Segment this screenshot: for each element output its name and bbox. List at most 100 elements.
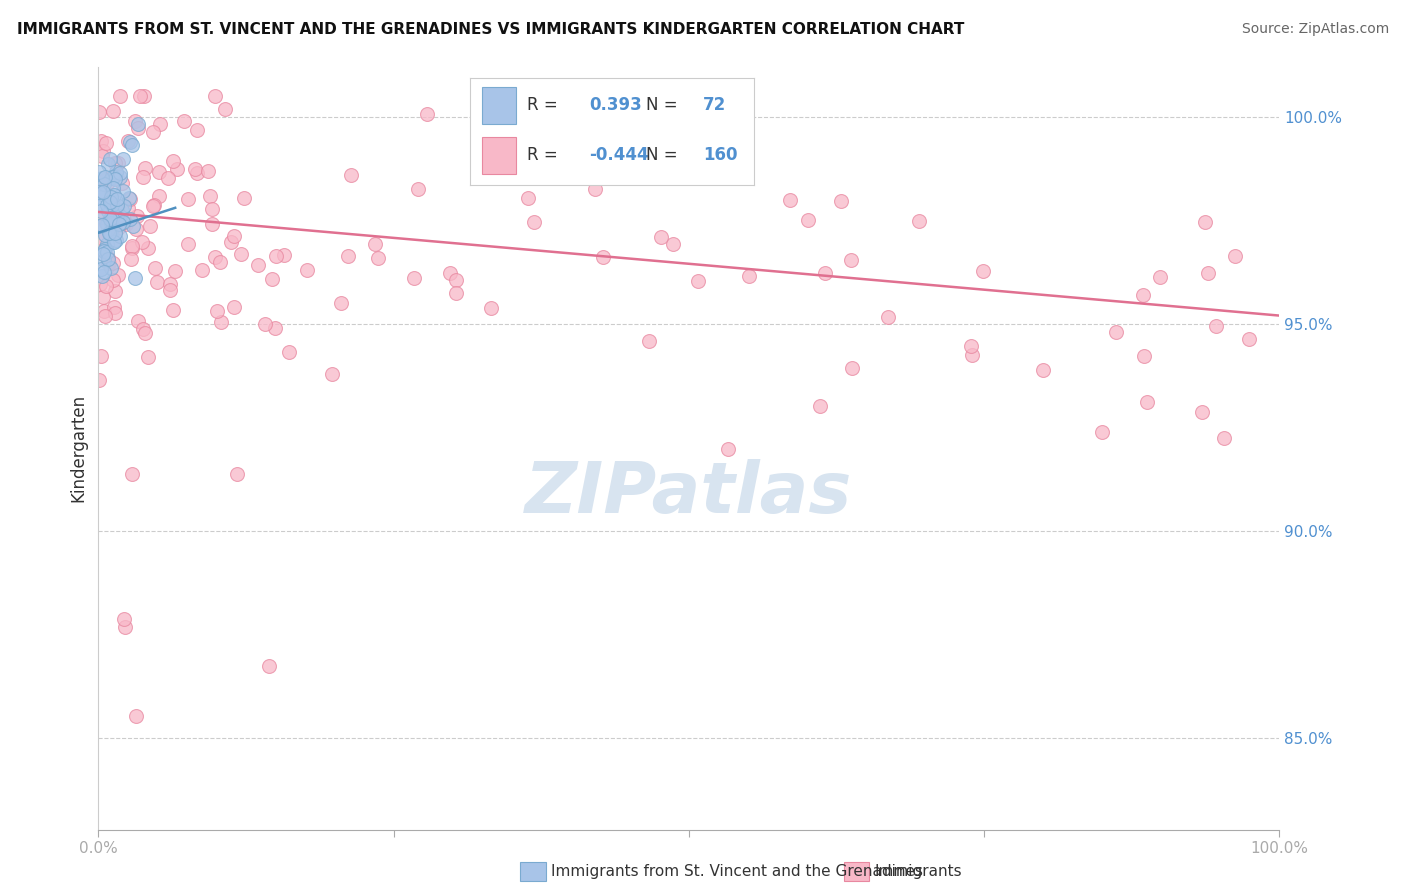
Point xyxy=(688,274,710,288)
Point xyxy=(257,659,280,673)
Point xyxy=(247,258,270,272)
Point xyxy=(132,322,155,336)
Point xyxy=(91,171,114,186)
Point xyxy=(104,172,127,186)
Point xyxy=(143,260,166,275)
Point xyxy=(100,261,122,276)
Point xyxy=(222,301,245,315)
Point xyxy=(121,467,143,481)
Point xyxy=(209,255,232,269)
Point xyxy=(100,193,122,207)
Point xyxy=(89,185,111,199)
Point xyxy=(157,170,180,185)
Point xyxy=(214,102,236,116)
Point xyxy=(100,216,122,230)
Point xyxy=(101,103,124,118)
Point xyxy=(1105,325,1128,339)
Point xyxy=(87,231,110,245)
Point xyxy=(118,136,141,150)
Point xyxy=(93,178,115,192)
Point xyxy=(98,226,121,240)
Point xyxy=(89,277,111,291)
Point xyxy=(107,211,129,226)
Point xyxy=(96,218,118,232)
Point xyxy=(118,191,141,205)
Point xyxy=(96,197,118,211)
Point xyxy=(90,349,112,363)
Point xyxy=(662,236,685,251)
Point xyxy=(117,201,139,215)
Point xyxy=(98,152,121,166)
Point xyxy=(112,152,135,166)
Point xyxy=(108,166,131,180)
Point xyxy=(173,114,195,128)
Point xyxy=(90,218,112,232)
Point xyxy=(148,189,170,203)
Point xyxy=(201,202,224,216)
Point xyxy=(107,156,129,170)
Point xyxy=(134,161,156,176)
Point xyxy=(104,305,127,319)
Point xyxy=(107,221,129,235)
Point xyxy=(96,244,118,259)
Point xyxy=(101,256,124,270)
Point xyxy=(263,321,285,335)
Point xyxy=(808,399,831,413)
Point xyxy=(120,192,142,206)
Point xyxy=(1091,425,1114,440)
Point xyxy=(162,154,184,169)
Point xyxy=(908,213,931,227)
Point xyxy=(1191,405,1213,419)
Point xyxy=(111,184,134,198)
Point xyxy=(105,198,128,212)
Point xyxy=(134,326,156,341)
Point xyxy=(638,334,661,349)
Point xyxy=(93,253,115,268)
Point xyxy=(93,242,115,256)
Point xyxy=(139,219,162,233)
Text: Immigrants: Immigrants xyxy=(875,864,962,879)
Point xyxy=(295,262,318,277)
Point xyxy=(186,166,208,180)
Point xyxy=(159,277,181,291)
Point xyxy=(91,247,114,261)
Point xyxy=(121,137,143,152)
Point xyxy=(340,168,363,182)
Point xyxy=(93,227,115,242)
Point xyxy=(1149,270,1171,285)
Point xyxy=(127,120,149,135)
Point xyxy=(121,219,143,233)
Point xyxy=(97,255,120,269)
Point xyxy=(444,273,467,287)
Point xyxy=(90,262,112,277)
Point xyxy=(100,224,122,238)
Point xyxy=(141,125,163,139)
Point xyxy=(90,210,112,224)
Point xyxy=(205,303,228,318)
Point xyxy=(94,169,117,184)
Point xyxy=(201,218,224,232)
Point xyxy=(107,218,129,232)
Point xyxy=(254,317,277,331)
Point xyxy=(1136,394,1159,409)
Point xyxy=(96,279,118,293)
Point xyxy=(121,239,143,253)
Point xyxy=(100,213,122,227)
Point xyxy=(117,134,139,148)
Point xyxy=(1237,332,1260,346)
Point xyxy=(97,252,120,266)
Point xyxy=(104,226,127,240)
Point xyxy=(444,286,467,301)
Point xyxy=(1132,288,1154,302)
Point xyxy=(111,176,134,190)
Point xyxy=(94,309,117,323)
Point xyxy=(97,252,120,266)
Point xyxy=(105,202,128,217)
Point xyxy=(98,212,121,227)
Point xyxy=(89,134,111,148)
Point xyxy=(108,169,131,184)
Point xyxy=(103,300,125,314)
Point xyxy=(162,302,184,317)
Point xyxy=(198,189,221,203)
Point xyxy=(101,211,124,226)
